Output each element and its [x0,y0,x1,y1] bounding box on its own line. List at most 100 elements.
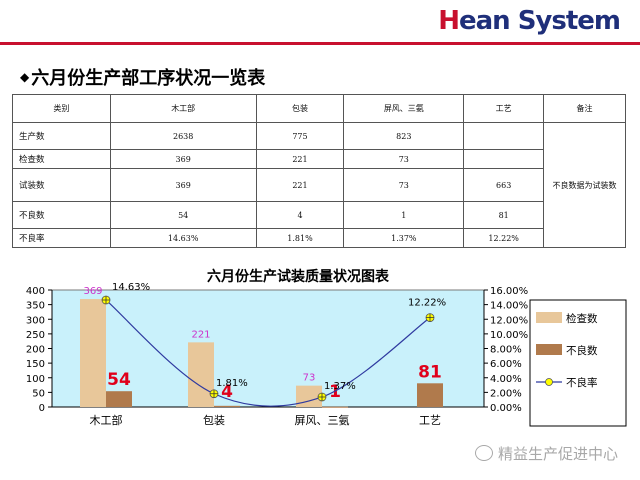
footer: 精益生产促进中心 [474,443,618,464]
table-cell: 663 [463,168,545,202]
table-header-cell: 木工部 [109,94,257,123]
y-tick-label: 50 [32,388,45,399]
data-label-inspection: 369 [83,286,102,297]
table-cell: 1.81% [255,228,345,248]
legend-swatch [536,344,562,355]
bar-defect [322,406,348,408]
quality-chart: 六月份生产试装质量状况图表 0 50 100 150 200 250 300 350 400 0.0… [26,268,627,427]
data-label-defect-rate: 14.63% [112,282,150,293]
table-cell: 221 [255,168,345,202]
legend-label: 不良率 [566,376,598,389]
bar-inspection [296,385,322,407]
brand-logo: Hean System [438,6,621,36]
data-label-inspection: 221 [191,329,210,340]
table-row: 不良数 54 4 1 81 [12,201,626,229]
y-tick-label: 300 [26,315,45,326]
page-title: ◆ 六月份生产部工序状况一览表 [20,64,265,90]
table-row: 检查数 369 221 73 [12,149,626,169]
bar-defect [417,383,443,407]
diamond-bullet-icon: ◆ [20,70,30,84]
y2-tick-label: 2.00% [490,388,522,399]
defect-rate-line [105,299,431,407]
y-tick-label: 250 [26,330,45,341]
legend-swatch [536,312,562,323]
y-tick-label: 400 [26,286,45,297]
table-header-cell: 备注 [543,94,626,123]
data-label-defect-rate: 12.22% [408,298,446,309]
table-row: 不良率 14.63% 1.81% 1.37% 12.22% [12,228,626,248]
table-header-cell: 包装 [255,94,345,123]
legend-marker [545,378,553,386]
y2-tick-label: 8.00% [490,345,522,356]
table-row: 试装数 369 221 73 663 [12,168,626,202]
table-row: 生产数 2638 775 823 不良数据为试装数 [12,122,626,248]
defect-rate-marker-cross [102,296,110,305]
x-tick-label: 木工部 [90,413,123,427]
table-cell: 12.22% [463,228,545,248]
y2-tick-label: 16.00% [490,286,528,297]
page-title-text: 六月份生产部工序状况一览表 [31,68,266,89]
table-cell: 369 [109,168,257,202]
defect-rate-marker-cross [426,313,434,322]
bar-inspection [188,342,214,407]
y2-tick-label: 10.00% [490,330,528,341]
y2-tick-label: 0.00% [490,403,522,414]
wechat-icon [474,445,493,461]
table-cell: 73 [343,149,465,169]
table-row-label: 试装数 [12,168,111,202]
table-cell: 823 [343,122,465,150]
defect-rate-marker-cross [318,392,326,401]
table-cell: 1.37% [343,228,465,248]
x-tick-label: 屏风、三氨 [295,414,350,427]
x-tick-label: 工艺 [419,414,441,427]
y2-tick-label: 14.00% [490,301,528,312]
table-row-label: 检查数 [12,149,111,169]
table-cell [463,149,545,169]
table-cell: 54 [109,201,257,229]
y2-tick-label: 4.00% [490,374,522,385]
defect-rate-marker-cross [210,389,218,398]
header-divider [0,42,640,45]
table-cell: 221 [255,149,345,169]
table-header-cell: 屏风、三氨 [343,94,465,123]
table-cell: 14.63% [109,228,257,248]
table-cell: 81 [463,201,545,229]
data-label-defect: 1 [329,382,341,402]
table-row-label: 生产数 [12,122,111,150]
bar-defect [214,405,240,407]
table-cell: 4 [255,201,345,229]
data-label-inspection: 73 [303,373,316,384]
brand-logo-first-letter: H [438,6,460,36]
x-tick-label: 包装 [203,414,225,427]
remark-cell: 不良数据为试装数 [543,122,626,248]
table-header-row: 类别 木工部 包装 屏风、三氨 工艺 备注 [12,94,626,123]
table-cell: 1 [343,201,465,229]
legend-label: 检查数 [566,312,598,325]
summary-table: 类别 木工部 包装 屏风、三氨 工艺 备注 生产数 2638 775 823 不… [12,94,626,248]
y-tick-label: 350 [26,301,45,312]
data-label-defect: 4 [221,382,233,402]
table-cell: 2638 [109,122,257,150]
y2-tick-label: 6.00% [490,359,522,370]
table-cell [463,122,545,150]
table-cell: 73 [343,168,465,202]
bar-inspection [80,299,106,407]
table-header-cell: 工艺 [463,94,545,123]
data-label-defect: 54 [107,370,131,390]
y-tick-label: 150 [26,359,45,370]
y-tick-label: 200 [26,345,45,356]
y-tick-label: 100 [26,374,45,385]
table-row-label: 不良率 [12,228,111,248]
y-tick-label: 0 [39,403,45,414]
table-row-label: 不良数 [12,201,111,229]
table-cell: 775 [255,122,345,150]
table-header-cell: 类别 [12,94,111,123]
table-cell: 369 [109,149,257,169]
brand-logo-rest: ean System [458,6,621,36]
data-label-defect: 81 [418,362,442,382]
data-label-defect-rate: 1.37% [324,381,356,392]
chart-title: 六月份生产试装质量状况图表 [207,268,390,285]
data-label-defect-rate: 1.81% [216,378,248,389]
y2-tick-label: 12.00% [490,315,528,326]
bar-defect [106,391,132,407]
